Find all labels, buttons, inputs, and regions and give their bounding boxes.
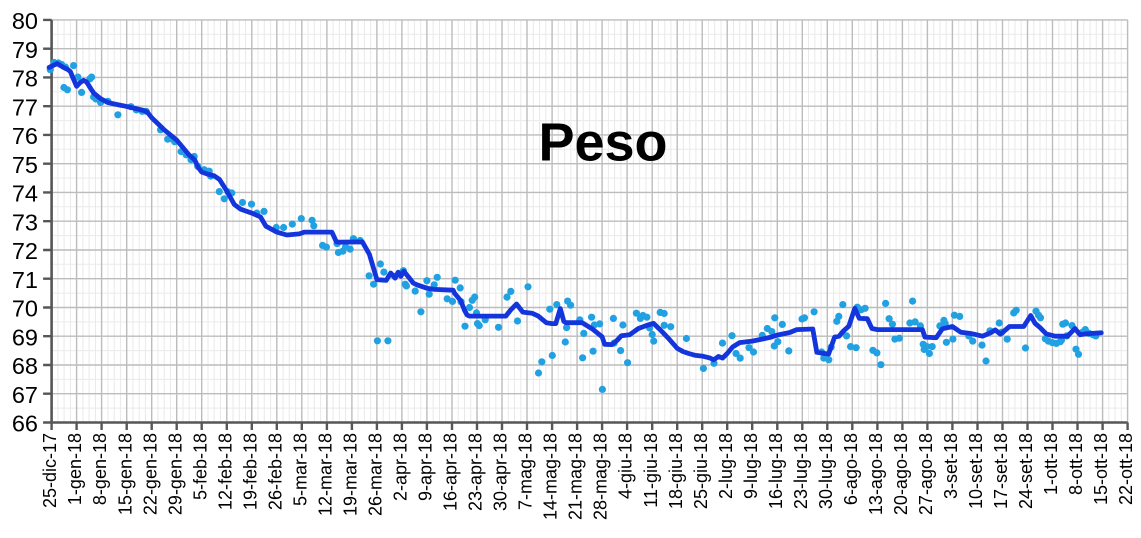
svg-text:79: 79	[12, 37, 38, 63]
svg-text:8-ott-18: 8-ott-18	[1066, 433, 1086, 495]
svg-text:26-mar-18: 26-mar-18	[366, 433, 386, 516]
svg-text:71: 71	[12, 267, 38, 293]
svg-text:9-lug-18: 9-lug-18	[741, 433, 761, 499]
svg-text:23-apr-18: 23-apr-18	[466, 433, 486, 511]
svg-text:8-gen-18: 8-gen-18	[90, 433, 110, 505]
svg-text:17-set-18: 17-set-18	[991, 433, 1011, 509]
svg-text:2-lug-18: 2-lug-18	[716, 433, 736, 499]
svg-text:28-mag-18: 28-mag-18	[591, 433, 611, 520]
svg-text:15-ott-18: 15-ott-18	[1091, 433, 1111, 505]
svg-text:66: 66	[12, 411, 38, 437]
svg-text:2-apr-18: 2-apr-18	[391, 433, 411, 501]
svg-text:16-apr-18: 16-apr-18	[441, 433, 461, 511]
svg-text:10-set-18: 10-set-18	[966, 433, 986, 509]
svg-text:18-giu-18: 18-giu-18	[666, 433, 686, 509]
svg-text:67: 67	[12, 382, 38, 408]
svg-text:19-feb-18: 19-feb-18	[240, 433, 260, 510]
svg-text:26-feb-18: 26-feb-18	[265, 433, 285, 510]
svg-text:74: 74	[12, 181, 38, 207]
svg-text:29-gen-18: 29-gen-18	[165, 433, 185, 515]
svg-text:69: 69	[12, 324, 38, 350]
svg-text:21-mag-18: 21-mag-18	[566, 433, 586, 520]
svg-text:5-mar-18: 5-mar-18	[290, 433, 310, 506]
svg-text:12-feb-18: 12-feb-18	[215, 433, 235, 510]
svg-text:23-lug-18: 23-lug-18	[791, 433, 811, 509]
svg-text:22-ott-18: 22-ott-18	[1116, 433, 1136, 505]
svg-text:30-lug-18: 30-lug-18	[816, 433, 836, 509]
svg-text:25-dic-17: 25-dic-17	[40, 433, 60, 508]
svg-text:16-lug-18: 16-lug-18	[766, 433, 786, 509]
svg-text:3-set-18: 3-set-18	[941, 433, 961, 499]
svg-text:15-gen-18: 15-gen-18	[115, 433, 135, 515]
svg-text:70: 70	[12, 296, 38, 322]
svg-text:73: 73	[12, 209, 38, 235]
svg-text:72: 72	[12, 238, 38, 264]
svg-text:14-mag-18: 14-mag-18	[541, 433, 561, 520]
svg-text:4-giu-18: 4-giu-18	[616, 433, 636, 499]
svg-text:77: 77	[12, 94, 38, 120]
svg-text:30-apr-18: 30-apr-18	[491, 433, 511, 511]
svg-text:80: 80	[12, 8, 38, 34]
svg-text:25-giu-18: 25-giu-18	[691, 433, 711, 509]
svg-text:6-ago-18: 6-ago-18	[841, 433, 861, 505]
svg-text:19-mar-18: 19-mar-18	[341, 433, 361, 516]
svg-text:27-ago-18: 27-ago-18	[916, 433, 936, 515]
svg-text:68: 68	[12, 353, 38, 379]
svg-text:22-gen-18: 22-gen-18	[140, 433, 160, 515]
svg-text:1-ott-18: 1-ott-18	[1041, 433, 1061, 495]
svg-text:12-mar-18: 12-mar-18	[316, 433, 336, 516]
svg-text:1-gen-18: 1-gen-18	[65, 433, 85, 505]
svg-text:11-giu-18: 11-giu-18	[641, 433, 661, 508]
svg-text:75: 75	[12, 152, 38, 178]
svg-text:20-ago-18: 20-ago-18	[891, 433, 911, 515]
svg-text:7-mag-18: 7-mag-18	[516, 433, 536, 510]
svg-text:13-ago-18: 13-ago-18	[866, 433, 886, 515]
svg-text:78: 78	[12, 66, 38, 92]
svg-text:Peso: Peso	[538, 113, 667, 173]
svg-text:5-feb-18: 5-feb-18	[190, 433, 210, 500]
svg-text:24-set-18: 24-set-18	[1016, 433, 1036, 509]
svg-text:76: 76	[12, 123, 38, 149]
svg-text:9-apr-18: 9-apr-18	[416, 433, 436, 501]
